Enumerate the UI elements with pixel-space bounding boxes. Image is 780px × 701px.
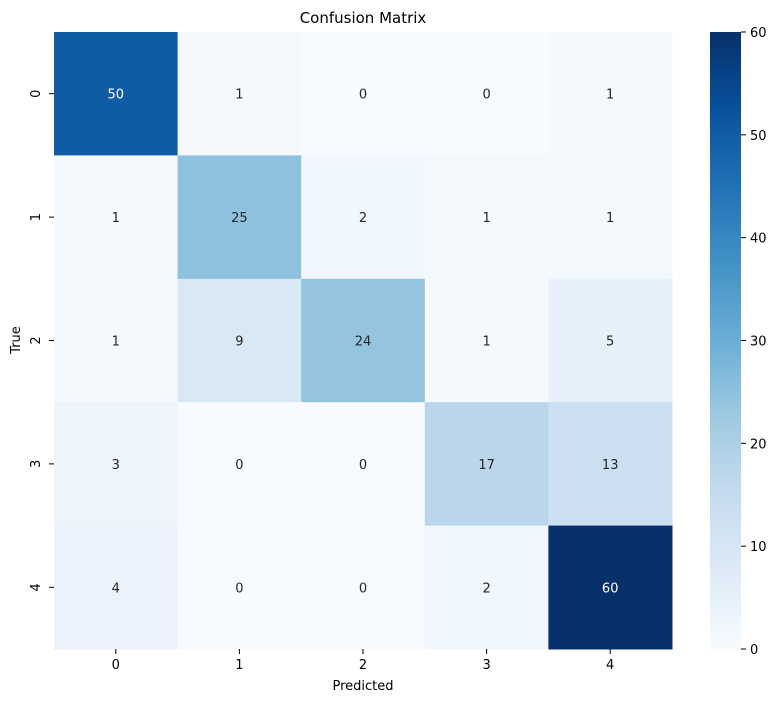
- heatmap-cell-0-2: [301, 32, 426, 156]
- y-tick-label-2: 2: [29, 336, 44, 344]
- heatmap-cell-3-2: [301, 402, 426, 527]
- colorbar: [710, 32, 741, 649]
- cell-value-2-3: 1: [482, 335, 490, 350]
- heatmap-cell-2-2: [301, 278, 426, 403]
- cell-value-0-1: 1: [235, 88, 243, 103]
- heatmap-cell-0-0: [54, 32, 179, 156]
- chart-title: Confusion Matrix: [300, 9, 427, 27]
- y-axis-label: True: [9, 326, 24, 355]
- x-tick-label-3: 3: [482, 658, 490, 673]
- cell-value-3-3: 17: [478, 458, 495, 473]
- cell-value-2-1: 9: [235, 335, 243, 350]
- cell-value-2-2: 24: [355, 335, 372, 350]
- cell-value-3-1: 0: [235, 458, 243, 473]
- cell-value-2-4: 5: [606, 335, 614, 350]
- colorbar-tick-label-50: 50: [750, 129, 767, 144]
- cell-value-4-4: 60: [602, 581, 619, 596]
- colorbar-tick-label-10: 10: [750, 540, 767, 555]
- x-axis-label: Predicted: [332, 679, 393, 694]
- cell-value-0-2: 0: [359, 88, 367, 103]
- heatmap-cell-2-0: [54, 278, 179, 403]
- cell-value-1-1: 25: [231, 211, 248, 226]
- colorbar-tick-label-60: 60: [750, 26, 767, 41]
- colorbar-tick-label-40: 40: [750, 232, 767, 247]
- heatmap-cell-labels: 50 1 0 0 1 1 25 2 1 1 1 9 24 1 5 3 0 0 17 13 4 0 0 2 60: [108, 88, 619, 597]
- y-tick-label-3: 3: [29, 460, 44, 468]
- cell-value-0-0: 50: [108, 88, 125, 103]
- heatmap-cell-3-0: [54, 402, 179, 527]
- heatmap-cell-0-4: [548, 32, 673, 156]
- heatmap-cells: [54, 32, 673, 650]
- heatmap-cell-2-3: [424, 278, 549, 403]
- cell-value-3-0: 3: [112, 458, 120, 473]
- heatmap-cell-3-3: [424, 402, 549, 527]
- heatmap-cell-0-3: [424, 32, 549, 156]
- x-tick-label-4: 4: [606, 658, 614, 673]
- cell-value-4-1: 0: [235, 581, 243, 596]
- heatmap-cell-4-2: [301, 525, 426, 650]
- cell-value-4-0: 4: [112, 581, 120, 596]
- x-tick-label-1: 1: [235, 658, 243, 673]
- y-tick-label-4: 4: [29, 583, 44, 591]
- heatmap-cell-1-4: [548, 155, 673, 280]
- heatmap-cell-4-1: [177, 525, 302, 650]
- heatmap-cell-1-1: [177, 155, 302, 280]
- cell-value-1-0: 1: [112, 211, 120, 226]
- heatmap-cell-2-1: [177, 278, 302, 403]
- heatmap-cell-2-4: [548, 278, 673, 403]
- cell-value-4-3: 2: [482, 581, 490, 596]
- cell-value-2-0: 1: [112, 335, 120, 350]
- colorbar-ticks: 0 10 20 30 40 50 60: [741, 26, 767, 658]
- heatmap-cell-0-1: [177, 32, 302, 156]
- colorbar-tick-label-0: 0: [750, 643, 758, 658]
- heatmap-cell-4-4: [548, 525, 673, 650]
- cell-value-0-3: 0: [482, 88, 490, 103]
- heatmap-cell-3-1: [177, 402, 302, 527]
- heatmap-cell-4-0: [54, 525, 179, 650]
- cell-value-3-2: 0: [359, 458, 367, 473]
- y-tick-label-0: 0: [29, 90, 44, 98]
- colorbar-tick-label-20: 20: [750, 437, 767, 452]
- heatmap-cell-3-4: [548, 402, 673, 527]
- cell-value-0-4: 1: [606, 88, 614, 103]
- cell-value-1-4: 1: [606, 211, 614, 226]
- heatmap-cell-4-3: [424, 525, 549, 650]
- cell-value-4-2: 0: [359, 581, 367, 596]
- y-axis-ticks: 0 1 2 3 4: [29, 90, 54, 591]
- x-tick-label-0: 0: [112, 658, 120, 673]
- x-tick-label-2: 2: [359, 658, 367, 673]
- x-axis-ticks: 0 1 2 3 4: [112, 649, 614, 673]
- cell-value-3-4: 13: [602, 458, 619, 473]
- heatmap-cell-1-3: [424, 155, 549, 280]
- y-tick-label-1: 1: [29, 213, 44, 221]
- cell-value-1-2: 2: [359, 211, 367, 226]
- colorbar-tick-label-30: 30: [750, 335, 767, 350]
- heatmap-cell-1-2: [301, 155, 426, 280]
- heatmap-cell-1-0: [54, 155, 179, 280]
- cell-value-1-3: 1: [482, 211, 490, 226]
